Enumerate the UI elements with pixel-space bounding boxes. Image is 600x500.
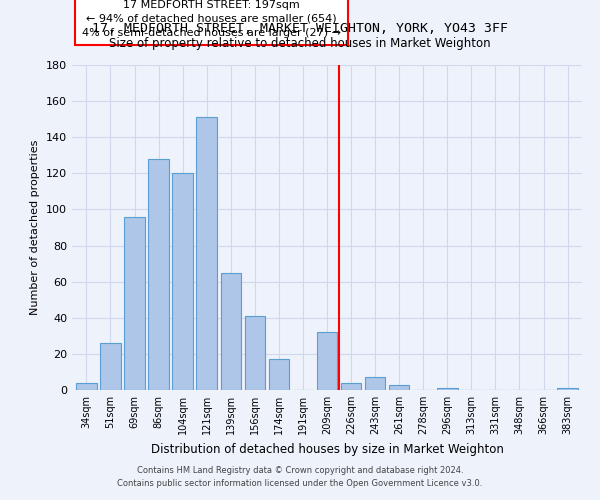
Y-axis label: Number of detached properties: Number of detached properties [31, 140, 40, 315]
Bar [148, 159, 169, 390]
Bar [245, 316, 265, 390]
Bar [76, 383, 97, 390]
Bar [557, 388, 578, 390]
Text: 17, MEDFORTH STREET, MARKET WEIGHTON, YORK, YO43 3FF: 17, MEDFORTH STREET, MARKET WEIGHTON, YO… [92, 22, 508, 36]
Bar [341, 383, 361, 390]
Bar [389, 384, 409, 390]
Bar [172, 174, 193, 390]
Text: Contains HM Land Registry data © Crown copyright and database right 2024.
Contai: Contains HM Land Registry data © Crown c… [118, 466, 482, 487]
Bar [437, 388, 458, 390]
Bar [365, 378, 385, 390]
Bar [124, 216, 145, 390]
Bar [269, 360, 289, 390]
Bar [317, 332, 337, 390]
Bar [100, 343, 121, 390]
Text: 17 MEDFORTH STREET: 197sqm
← 94% of detached houses are smaller (654)
4% of semi: 17 MEDFORTH STREET: 197sqm ← 94% of deta… [82, 0, 341, 38]
X-axis label: Distribution of detached houses by size in Market Weighton: Distribution of detached houses by size … [151, 442, 503, 456]
Bar [221, 272, 241, 390]
Text: Size of property relative to detached houses in Market Weighton: Size of property relative to detached ho… [109, 38, 491, 51]
Bar [196, 118, 217, 390]
